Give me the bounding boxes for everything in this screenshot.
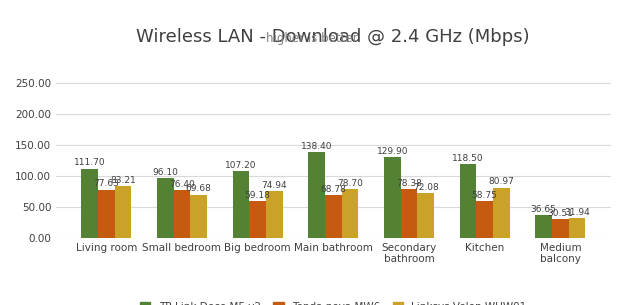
Bar [308,152,325,238]
Bar [493,188,510,238]
Text: 74.94: 74.94 [262,181,287,190]
Bar [157,178,174,238]
Text: 59.18: 59.18 [245,191,270,200]
Text: 78.38: 78.38 [396,179,422,188]
Text: 30.51: 30.51 [548,209,573,218]
Text: 36.65: 36.65 [531,205,556,214]
Text: 111.70: 111.70 [74,158,105,167]
Bar [81,169,98,238]
Text: 138.40: 138.40 [301,142,333,151]
Text: 107.20: 107.20 [226,161,257,170]
Text: 96.10: 96.10 [153,168,178,177]
Bar [477,201,493,238]
Text: 69.68: 69.68 [186,185,212,193]
Bar [569,218,586,238]
Text: 58.75: 58.75 [472,191,498,200]
Bar [417,193,434,238]
Title: Wireless LAN - Download @ 2.4 GHz (Mbps): Wireless LAN - Download @ 2.4 GHz (Mbps) [136,28,530,46]
Text: 129.90: 129.90 [376,147,408,156]
Bar [341,189,358,238]
Bar [266,191,283,238]
Bar [190,195,207,238]
Bar [249,201,266,238]
Bar [115,186,131,238]
Bar [384,157,401,238]
Text: higher is better: higher is better [265,32,358,45]
Bar [232,171,249,238]
Text: 80.97: 80.97 [488,178,514,186]
Text: 77.63: 77.63 [93,179,119,188]
Bar [460,164,477,238]
Text: 72.08: 72.08 [413,183,439,192]
Text: 76.40: 76.40 [169,180,195,189]
Bar [174,190,190,238]
Text: 83.21: 83.21 [110,176,136,185]
Bar [401,189,417,238]
Text: 68.78: 68.78 [320,185,346,194]
Legend: TP-Link Deco M5 v2, Tenda nova MW6, Linksys Velop WHW01: TP-Link Deco M5 v2, Tenda nova MW6, Link… [136,298,531,305]
Bar [325,195,341,238]
Bar [98,190,115,238]
Text: 78.70: 78.70 [337,179,363,188]
Bar [552,219,569,238]
Text: 118.50: 118.50 [452,154,484,163]
Bar [535,215,552,238]
Text: 31.94: 31.94 [564,208,590,217]
